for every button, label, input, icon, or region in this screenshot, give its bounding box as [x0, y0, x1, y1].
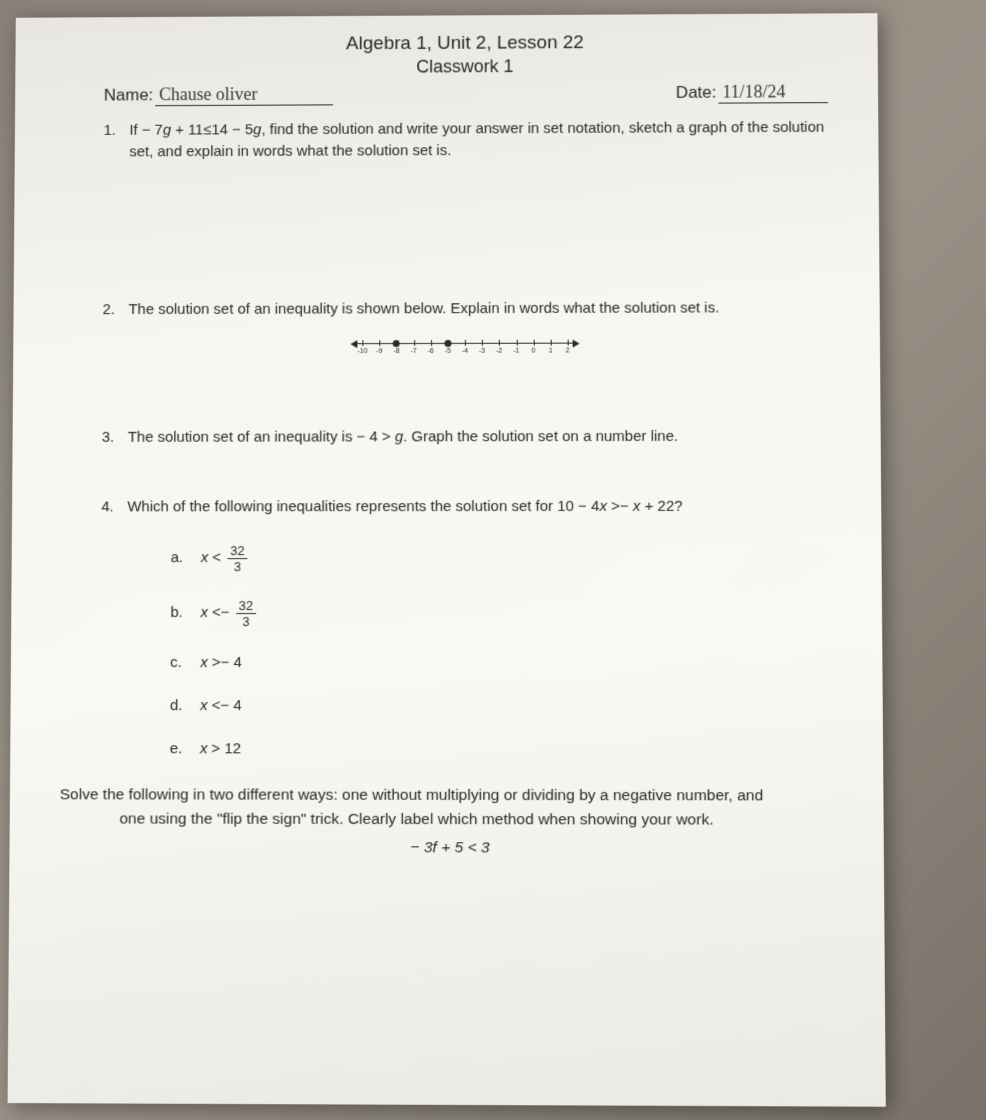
tick-label: 1	[549, 348, 553, 355]
option-rest: > 12	[207, 740, 241, 757]
problem-3-text: The solution set of an inequality is − 4…	[128, 426, 827, 449]
fraction: 323	[227, 544, 247, 573]
tick	[414, 340, 415, 346]
tick-label: -5	[445, 348, 451, 355]
option-d: d. x <− 4	[170, 697, 832, 715]
tick-label: 2	[566, 348, 570, 355]
name-field: Name: Chause oliver	[104, 84, 333, 107]
option-c: c. x >− 4	[170, 654, 832, 671]
equation-text: − 3f + 5 < 3	[410, 839, 489, 856]
tick	[551, 340, 552, 346]
tick	[465, 340, 466, 346]
problem-1: 1. If − 7g + 11≤14 − 5g, find the soluti…	[131, 117, 828, 163]
var-x: x	[201, 549, 209, 566]
workspace-gap	[103, 178, 830, 299]
text-part: Which of the following inequalities repr…	[127, 498, 599, 515]
tick-label: -2	[496, 348, 502, 355]
problem-number: 1.	[104, 120, 126, 141]
tick-label: -10	[357, 348, 367, 355]
text-part: >−	[607, 498, 633, 515]
tick-label: -9	[376, 348, 382, 355]
text-part: + 22?	[640, 498, 682, 515]
worksheet-subtitle: Classwork 1	[104, 55, 828, 79]
var-x: x	[200, 604, 208, 621]
option-rest: >− 4	[208, 654, 242, 671]
var-g: g	[253, 121, 261, 138]
var-x: x	[599, 498, 607, 515]
var-x: x	[200, 654, 208, 671]
problem-1-text: If − 7g + 11≤14 − 5g, find the solution …	[129, 117, 824, 163]
answer-options: a. x < 323 b. x <− 323 c. x >− 4 d. x <−…	[170, 543, 833, 757]
problem-5-equation: − 3f + 5 < 3	[59, 835, 843, 861]
option-letter: e.	[170, 740, 196, 757]
date-value: 11/18/24	[718, 81, 828, 103]
name-value: Chause oliver	[155, 84, 333, 106]
var-x: x	[200, 697, 208, 714]
denominator: 3	[227, 559, 247, 573]
option-rest: <− 4	[208, 697, 242, 714]
date-field: Date: 11/18/24	[676, 81, 828, 103]
fraction: 323	[236, 599, 257, 628]
problem-number: 2.	[102, 299, 124, 321]
name-date-row: Name: Chause oliver Date: 11/18/24	[104, 81, 828, 106]
problem-2-text: The solution set of an inequality is sho…	[128, 297, 825, 320]
text-part: If − 7	[129, 122, 162, 139]
tick	[568, 340, 569, 346]
option-letter: a.	[171, 549, 197, 566]
operator: <	[208, 549, 225, 566]
tick-label: -1	[513, 348, 519, 355]
option-b: b. x <− 323	[170, 599, 831, 628]
problem-5: Solve the following in two different way…	[59, 783, 843, 861]
var-g: g	[395, 429, 403, 446]
problem-number: 3.	[102, 427, 124, 449]
tick	[533, 340, 534, 346]
option-letter: b.	[170, 604, 196, 621]
workspace-gap	[101, 466, 830, 497]
problem-number: 4.	[101, 496, 123, 518]
var-x: x	[200, 740, 208, 757]
worksheet-header: Algebra 1, Unit 2, Lesson 22 Classwork 1	[104, 31, 828, 79]
problem-2: 2. The solution set of an inequality is …	[130, 297, 829, 320]
tick	[431, 340, 432, 346]
worksheet-paper: Algebra 1, Unit 2, Lesson 22 Classwork 1…	[8, 13, 886, 1107]
option-a: a. x < 323	[171, 543, 832, 572]
numerator: 32	[227, 544, 247, 559]
tick	[362, 340, 363, 346]
denominator: 3	[236, 614, 256, 628]
number-line-figure: -10-9-8-7-6-5-4-3-2-1012	[102, 336, 830, 362]
number-line: -10-9-8-7-6-5-4-3-2-1012	[350, 337, 579, 361]
problem-4-text: Which of the following inequalities repr…	[127, 496, 827, 518]
option-e: e. x > 12	[170, 740, 833, 758]
problem-5-line1: Solve the following in two different way…	[60, 783, 843, 808]
text-part: + 11≤14 − 5	[171, 121, 253, 138]
numerator: 32	[236, 599, 256, 614]
workspace-gap	[102, 366, 831, 427]
problem-4: 4. Which of the following inequalities r…	[129, 496, 831, 518]
tick-label: -6	[428, 348, 434, 355]
name-label: Name:	[104, 86, 154, 106]
text-part: The solution set of an inequality is − 4…	[128, 429, 395, 446]
tick-label: -8	[393, 348, 399, 355]
tick-label: -7	[411, 348, 417, 355]
problem-3: 3. The solution set of an inequality is …	[130, 426, 831, 449]
tick	[499, 340, 500, 346]
tick-label: 0	[531, 348, 535, 355]
closed-dot	[393, 340, 400, 347]
text-part: . Graph the solution set on a number lin…	[403, 428, 678, 445]
tick	[482, 340, 483, 346]
problem-5-line2: one using the "flip the sign" trick. Cle…	[59, 807, 843, 833]
date-label: Date:	[676, 83, 717, 103]
option-letter: c.	[170, 654, 196, 671]
operator: <−	[208, 604, 234, 621]
worksheet-title: Algebra 1, Unit 2, Lesson 22	[104, 31, 828, 56]
arrow-right-icon	[573, 339, 580, 347]
tick	[516, 340, 517, 346]
tick-label: -4	[462, 348, 468, 355]
tick	[379, 340, 380, 346]
tick-label: -3	[479, 348, 485, 355]
option-letter: d.	[170, 697, 196, 714]
closed-dot	[444, 340, 451, 347]
